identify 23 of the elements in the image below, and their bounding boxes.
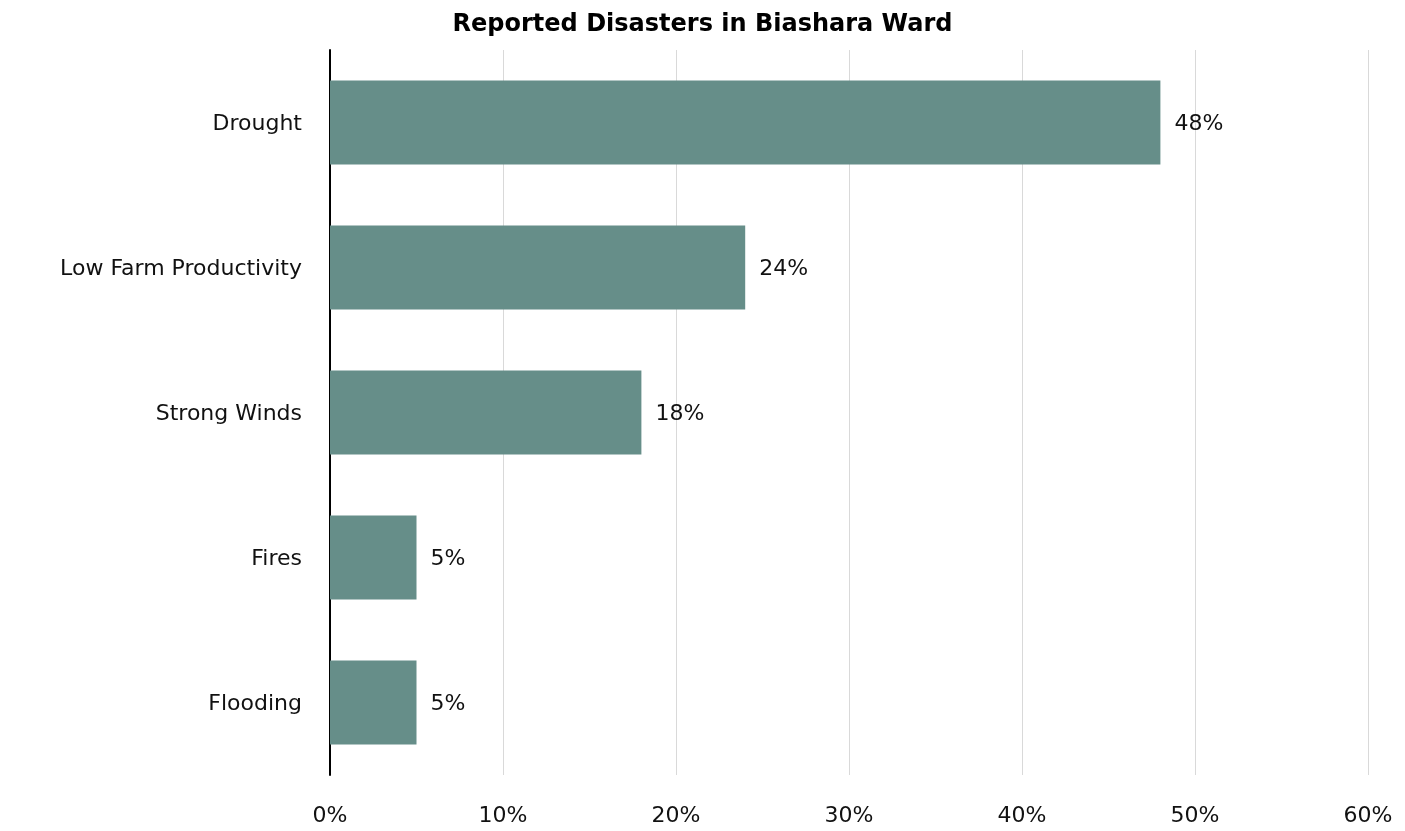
x-tick-label: 20% [651,801,701,827]
x-tick-label: 60% [1343,801,1393,827]
y-tick-label: Flooding [208,690,302,715]
x-tick-label: 30% [824,801,874,827]
x-tick-label: 0% [312,801,348,827]
data-label: 24% [759,255,809,280]
bar [330,225,746,310]
y-tick-label: Drought [212,110,303,135]
bar [330,370,642,455]
y-tick-label: Strong Winds [155,400,302,425]
bar [330,660,417,745]
x-tick-label: 40% [997,801,1047,827]
data-label: 5% [430,690,466,715]
y-tick-label: Low Farm Productivity [60,255,302,280]
bar [330,80,1161,165]
data-label: 18% [655,400,705,425]
data-label: 5% [430,545,466,570]
bar [330,515,417,600]
chart-title: Reported Disasters in Biashara Ward [452,9,953,37]
y-tick-label: Fires [251,545,302,570]
x-tick-label: 50% [1170,801,1220,827]
x-tick-label: 10% [478,801,528,827]
data-label: 48% [1174,110,1224,135]
